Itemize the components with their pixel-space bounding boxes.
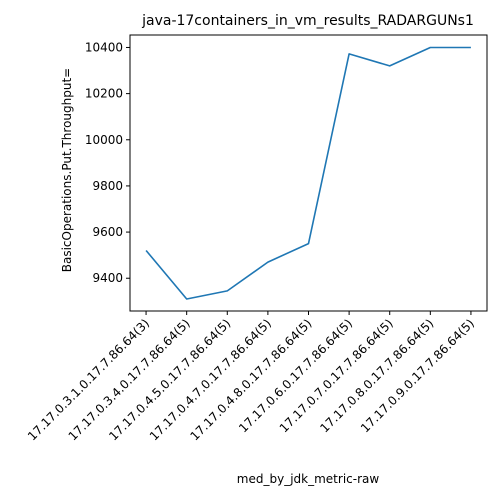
y-tick-label: 9400 [92,271,123,285]
y-axis-label: BasicOperations.Put.Throughput= [60,68,74,272]
y-tick-label: 9600 [92,225,123,239]
y-tick-label: 10200 [85,87,123,101]
x-axis: 17.17.0.3.1.0.17.7.86.64(3)17.17.0.3.4.0… [25,311,477,443]
plot-area [129,34,488,312]
chart-title: java-17containers_in_vm_results_RADARGUN… [141,13,474,29]
series-line [145,46,471,300]
y-axis: 9400 9600 9800 10000 10200 10400 [85,40,130,285]
y-tick-label: 10400 [85,40,123,54]
x-axis-label: med_by_jdk_metric-raw [237,472,380,486]
y-tick-label: 9800 [92,179,123,193]
y-tick-label: 10000 [85,133,123,147]
plot-frame [129,34,488,312]
